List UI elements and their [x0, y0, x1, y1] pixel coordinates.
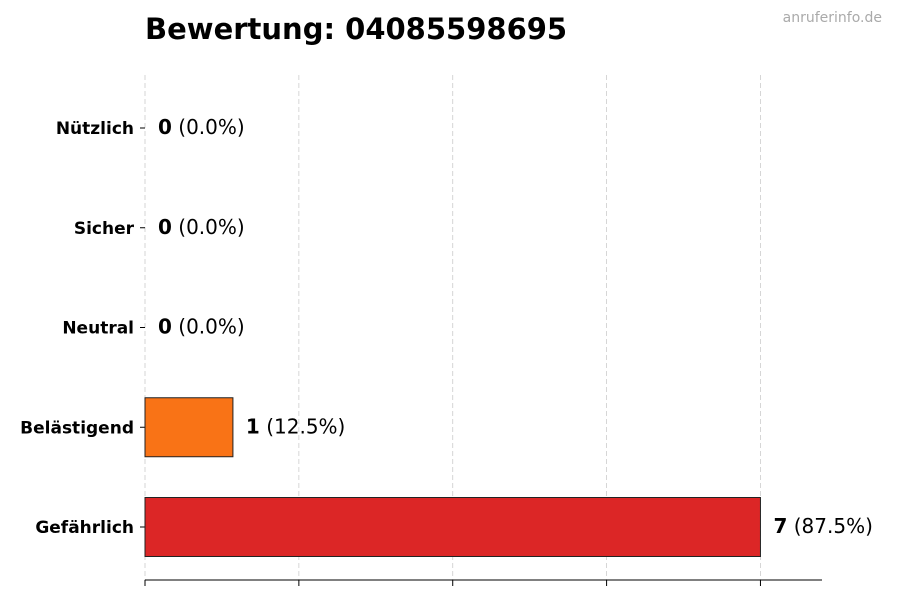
chart-title: Bewertung: 04085598695 [145, 12, 567, 46]
value-label: 1 (12.5%) [246, 414, 345, 438]
value-number: 7 [773, 514, 787, 538]
y-tick-label: Gefährlich [35, 518, 134, 538]
y-tick-label: Neutral [62, 319, 134, 339]
bar [144, 397, 234, 458]
value-share: (87.5%) [794, 514, 873, 538]
watermark: anruferinfo.de [783, 10, 882, 26]
value-number: 1 [246, 414, 260, 438]
value-share: (0.0%) [178, 115, 244, 139]
value-share: (12.5%) [266, 414, 345, 438]
value-label: 0 (0.0%) [158, 115, 245, 139]
y-tick-label: Belästigend [20, 418, 134, 438]
value-label: 7 (87.5%) [773, 514, 872, 538]
value-number: 0 [158, 115, 172, 139]
value-number: 0 [158, 214, 172, 238]
value-share: (0.0%) [178, 314, 244, 338]
value-label: 0 (0.0%) [158, 214, 245, 238]
value-label: 0 (0.0%) [158, 314, 245, 338]
value-number: 0 [158, 314, 172, 338]
y-tick-label: Sicher [74, 219, 135, 239]
value-share: (0.0%) [178, 214, 244, 238]
bar [144, 497, 761, 557]
y-tick-label: Nützlich [56, 119, 134, 139]
